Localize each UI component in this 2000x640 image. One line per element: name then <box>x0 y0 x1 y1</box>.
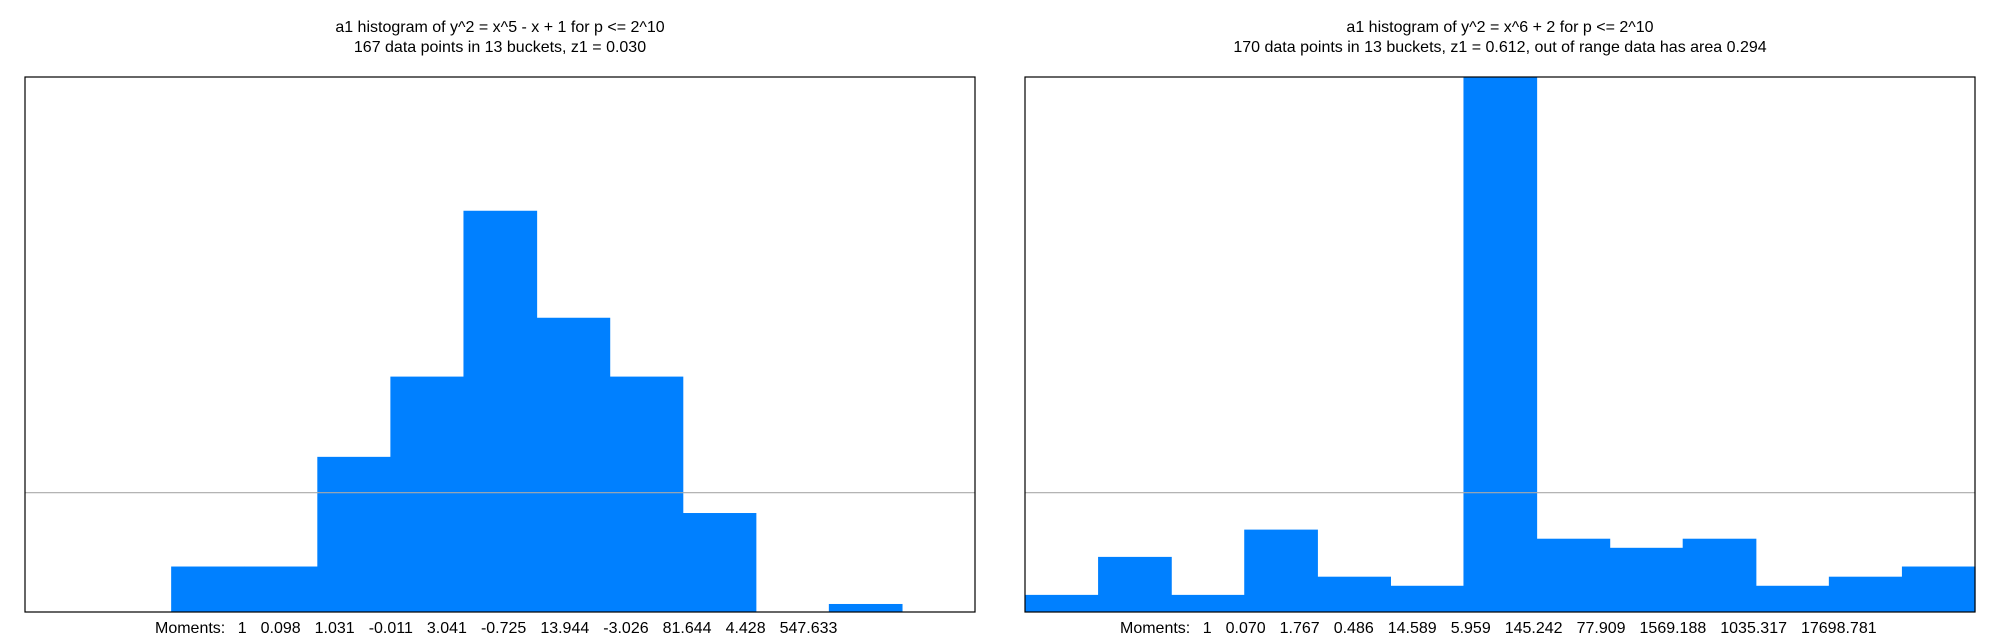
histogram-plot <box>24 76 976 613</box>
histogram-bar <box>1098 556 1172 612</box>
moment-value: 3.041 <box>426 620 467 637</box>
histogram-bar <box>1390 585 1465 612</box>
histogram-bar <box>1025 594 1099 612</box>
moment-value: 5.959 <box>1450 620 1491 637</box>
moment-value: 1 <box>237 620 247 637</box>
histogram-bar <box>1828 576 1903 612</box>
histogram-bar <box>1609 547 1684 612</box>
histogram-bar <box>1317 576 1391 612</box>
histogram-panel-left: a1 histogram of y^2 = x^5 - x + 1 for p … <box>24 19 976 638</box>
moment-value: 0.098 <box>260 620 301 637</box>
moment-value: 1.767 <box>1279 620 1320 637</box>
histogram-bar <box>1755 585 1830 612</box>
plot-frame <box>24 76 976 613</box>
chart-title: a1 histogram of y^2 = x^5 - x + 1 for p … <box>335 19 665 36</box>
moment-value: 14.589 <box>1387 620 1437 637</box>
histogram-bar <box>609 376 684 612</box>
histogram-bar <box>828 603 903 612</box>
moment-value: 0.486 <box>1333 620 1374 637</box>
histogram-bar <box>390 376 465 612</box>
histogram-bar <box>171 566 245 612</box>
chart-subtitle: 167 data points in 13 buckets, z1 = 0.03… <box>353 39 647 56</box>
histogram-bar <box>1901 566 1976 612</box>
moments-label: Moments: <box>155 620 226 637</box>
moment-value: -0.725 <box>480 620 527 637</box>
histogram-bar <box>1536 538 1611 612</box>
moment-value: 17698.781 <box>1800 620 1877 637</box>
chart-title: a1 histogram of y^2 = x^6 + 2 for p <= 2… <box>1346 19 1654 36</box>
moment-value: 1035.317 <box>1720 620 1787 637</box>
moment-value: 13.944 <box>540 620 590 637</box>
moment-value: 0.070 <box>1225 620 1266 637</box>
histogram-bar <box>317 456 391 612</box>
moments-label: Moments: <box>1120 620 1191 637</box>
histogram-bar <box>536 317 611 612</box>
moment-value: 145.242 <box>1504 620 1563 637</box>
histogram-bar <box>1171 594 1245 612</box>
moments-row: Moments: 1 0.098 1.031 -0.011 3.041 -0.725 13.… <box>155 620 851 638</box>
moment-value: 1 <box>1202 620 1212 637</box>
histogram-bar <box>1682 538 1757 612</box>
histogram-bar <box>463 210 538 612</box>
chart-subtitle: 170 data points in 13 buckets, z1 = 0.61… <box>1233 39 1767 56</box>
histogram-panel-right: a1 histogram of y^2 = x^6 + 2 for p <= 2… <box>1000 0 2000 640</box>
moment-value: -3.026 <box>603 620 649 637</box>
moment-value: 547.633 <box>779 620 838 637</box>
histogram-bar <box>1463 77 1538 612</box>
moment-value: 1.031 <box>314 620 355 637</box>
moment-value: 77.909 <box>1576 620 1626 637</box>
moment-value: -0.011 <box>368 620 413 637</box>
moment-value: 1569.188 <box>1639 620 1707 637</box>
histogram-bar <box>1244 529 1318 612</box>
histogram-bar <box>244 566 318 612</box>
moment-value: 81.644 <box>662 620 712 637</box>
plot-frame <box>1024 76 1976 613</box>
histogram-bar <box>682 513 757 612</box>
moment-value: 4.428 <box>725 620 766 637</box>
moments-row: Moments: 1 0.070 1.767 0.486 14.589 5.959 145.… <box>1120 620 1891 638</box>
histogram-plot <box>1024 76 1976 613</box>
